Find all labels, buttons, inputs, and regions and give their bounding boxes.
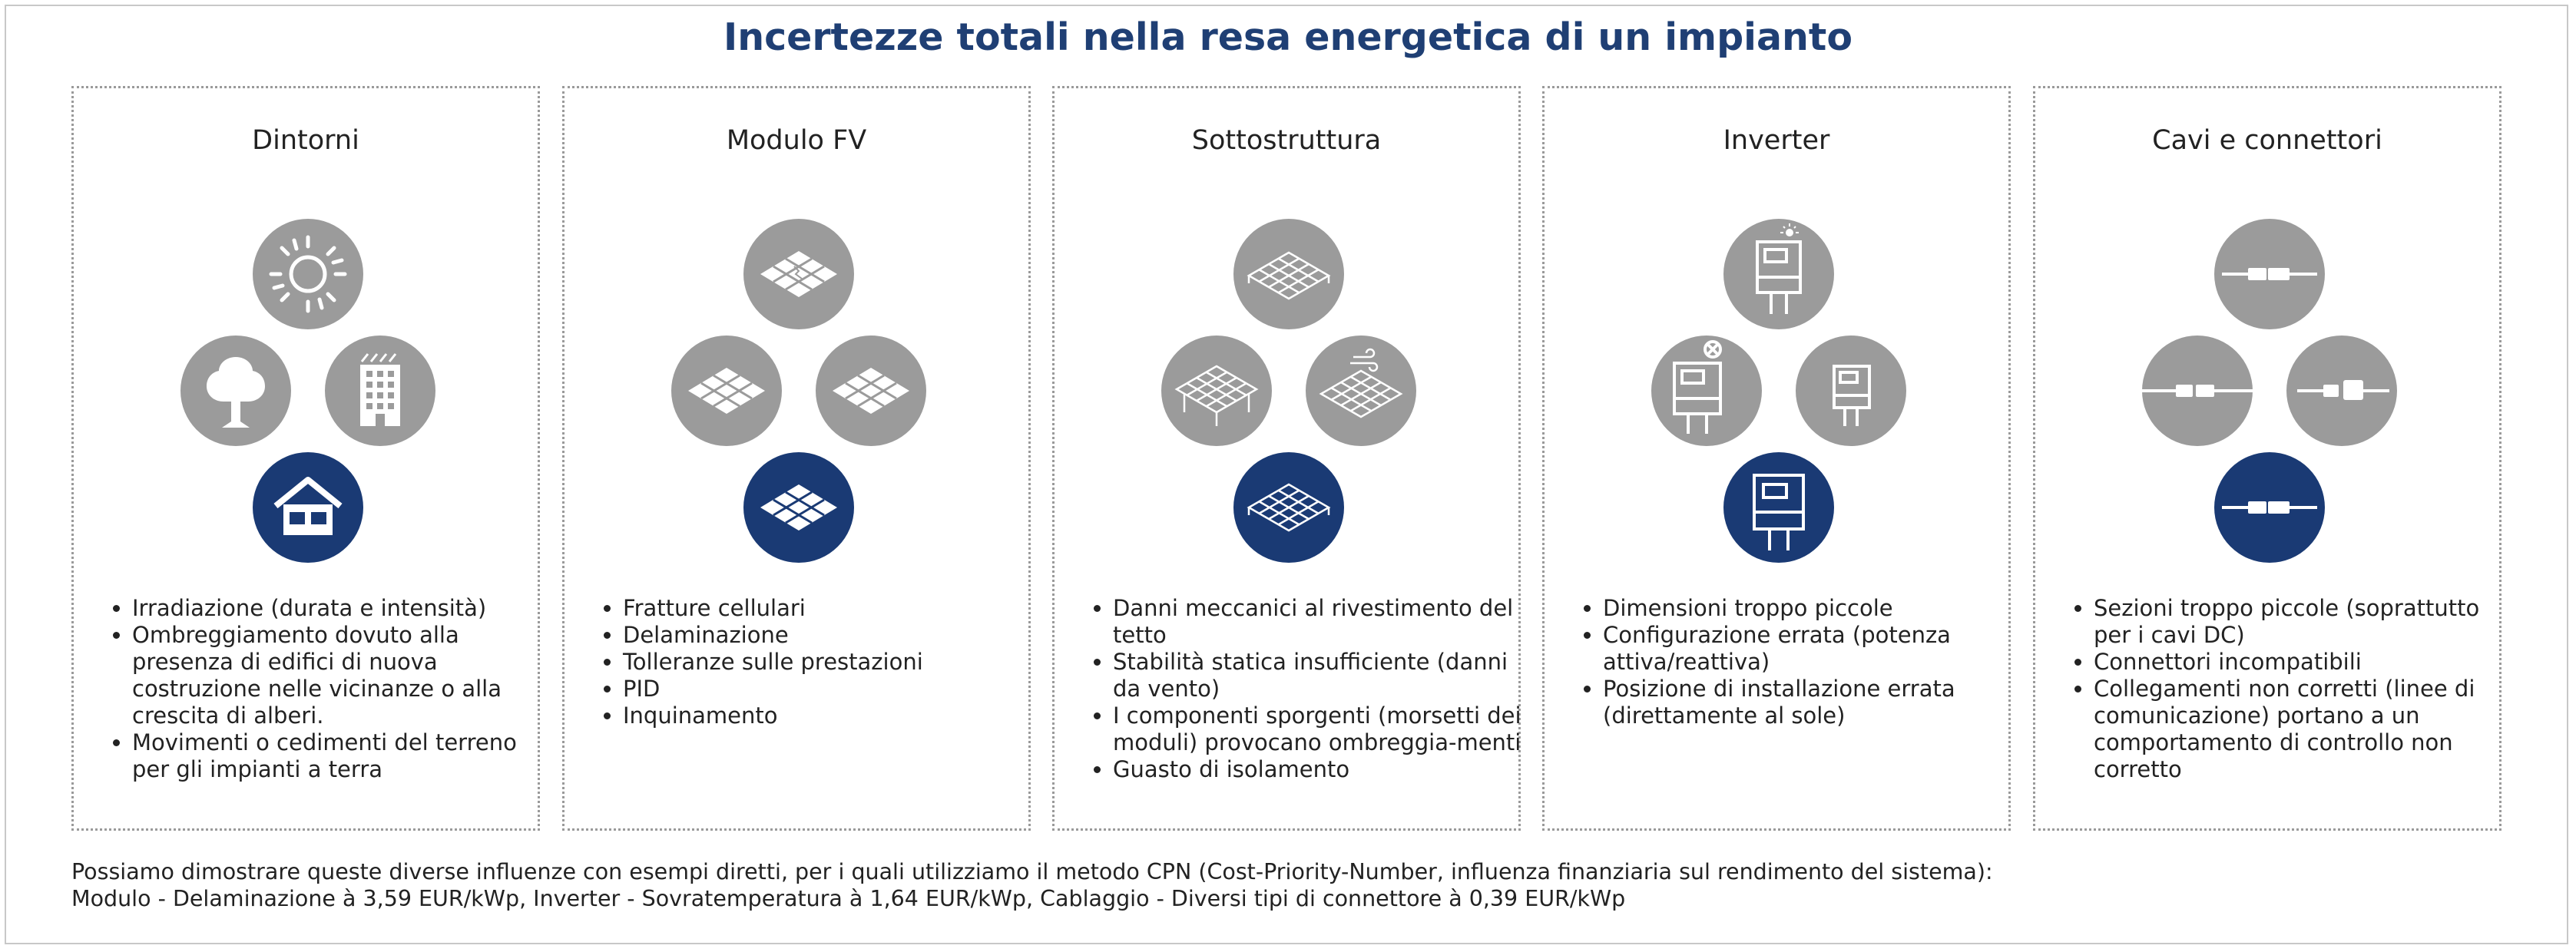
list-item: I componenti sporgenti (morsetti dei mod…: [1113, 702, 1528, 756]
connector-plug-icon: [2286, 336, 2397, 446]
inverter-error-icon: [1651, 336, 1762, 446]
icon-group: [74, 219, 538, 618]
list-item: Guasto di isolamento: [1113, 756, 1528, 783]
list-item: Collegamenti non corretti (linee di comu…: [2094, 676, 2508, 783]
list-item: Configurazione errata (potenza attiva/re…: [1603, 622, 2018, 676]
list-item: Sezioni troppo piccole (soprattutto per …: [2094, 595, 2508, 649]
mounting-structure-icon: [1233, 452, 1344, 563]
panel-cavi-connettori: Cavi e connettori Sezioni troppo piccole…: [2033, 86, 2502, 831]
footer-line-1: Possiamo dimostrare queste diverse influ…: [71, 859, 1993, 884]
bullet-list: Danni meccanici al rivestimento del tett…: [1085, 595, 1528, 783]
tree-icon: [180, 336, 291, 446]
icon-group: [1545, 219, 2008, 618]
list-item: Irradiazione (durata e intensità): [132, 595, 547, 622]
connector-mismatch-icon: [2142, 336, 2253, 446]
page-title: Incertezze totali nella resa energetica …: [723, 15, 1853, 59]
list-item: Movimenti o cedimenti del terreno per gl…: [132, 729, 547, 783]
list-item: Tolleranze sulle prestazioni: [623, 649, 1038, 676]
sun-icon: [253, 219, 363, 329]
panel-dintorni: Dintorni: [71, 86, 540, 831]
list-item: PID: [623, 676, 1038, 702]
panel-title: Inverter: [1723, 125, 1830, 156]
list-item: Connettori incompatibili: [2094, 649, 2508, 676]
list-item: Ombreggiamento dovuto alla presenza di e…: [132, 622, 547, 729]
pv-module-delamination-icon: [671, 336, 782, 446]
connector-blue-icon: [2214, 452, 2325, 563]
connector-icon: [2214, 219, 2325, 329]
list-item: Stabilità statica insufficiente (danni d…: [1113, 649, 1528, 702]
house-icon: [253, 452, 363, 563]
mounting-structure-wind-icon: [1306, 336, 1416, 446]
panel-title: Cavi e connettori: [2152, 125, 2382, 156]
icon-group: [1055, 219, 1518, 618]
inverter-icon: [1723, 452, 1834, 563]
pv-module-fracture-icon: [743, 219, 854, 329]
bullet-list: Irradiazione (durata e intensità) Ombreg…: [104, 595, 547, 783]
list-item: Dimensioni troppo piccole: [1603, 595, 2018, 622]
bullet-list: Dimensioni troppo piccole Configurazione…: [1575, 595, 2018, 729]
mounting-structure-ground-icon: [1161, 336, 1272, 446]
footer-note: Possiamo dimostrare queste diverse influ…: [71, 858, 1993, 912]
list-item: Posizione di installazione errata (diret…: [1603, 676, 2018, 729]
panel-sottostruttura: Sottostruttura Danni meccanici al rivest…: [1052, 86, 1521, 831]
inverter-small-icon: [1796, 336, 1906, 446]
diagram-frame: [5, 5, 2568, 944]
bullet-list: Sezioni troppo piccole (soprattutto per …: [2066, 595, 2508, 783]
icon-group: [2035, 219, 2499, 618]
panel-title: Dintorni: [252, 125, 359, 156]
footer-line-2: Modulo - Delaminazione à 3,59 EUR/kWp, I…: [71, 886, 1626, 911]
bullet-list: Fratture cellulari Delaminazione Tollera…: [595, 595, 1038, 729]
building-icon: [325, 336, 435, 446]
panel-title: Modulo FV: [726, 125, 867, 156]
panel-inverter: Inverter Dimensioni troppo piccole Confi…: [1542, 86, 2011, 831]
list-item: Danni meccanici al rivestimento del tett…: [1113, 595, 1528, 649]
mounting-structure-roof-icon: [1233, 219, 1344, 329]
pv-module-icon: [743, 452, 854, 563]
inverter-sun-icon: [1723, 219, 1834, 329]
list-item: Delaminazione: [623, 622, 1038, 649]
list-item: Inquinamento: [623, 702, 1038, 729]
pv-module-tolerance-icon: [816, 336, 926, 446]
list-item: Fratture cellulari: [623, 595, 1038, 622]
panel-title: Sottostruttura: [1191, 125, 1382, 156]
panel-modulo-fv: Modulo FV Fratture cellulari Delaminazio…: [562, 86, 1031, 831]
icon-group: [565, 219, 1028, 618]
